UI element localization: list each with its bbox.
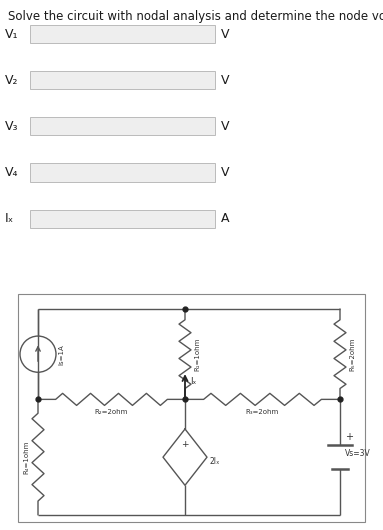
- Text: V: V: [221, 120, 229, 133]
- Text: V: V: [221, 166, 229, 179]
- Bar: [30, 210, 215, 228]
- Text: Vs=3V: Vs=3V: [345, 448, 371, 457]
- Text: 2Iₓ: 2Iₓ: [210, 457, 220, 466]
- Text: Solve the circuit with nodal analysis and determine the node voltages and Iₓ.: Solve the circuit with nodal analysis an…: [8, 10, 383, 23]
- Bar: [30, 117, 215, 135]
- Text: V₁: V₁: [5, 28, 18, 41]
- Text: Iₓ: Iₓ: [5, 212, 14, 225]
- Text: R₂=2ohm: R₂=2ohm: [95, 409, 128, 416]
- Text: V: V: [221, 74, 229, 87]
- Text: A: A: [221, 212, 229, 225]
- Bar: [30, 25, 215, 43]
- Text: R₁=1ohm: R₁=1ohm: [194, 338, 200, 371]
- Text: V: V: [221, 28, 229, 41]
- Bar: [30, 71, 215, 89]
- Text: Is=1A: Is=1A: [58, 344, 64, 365]
- Text: V₄: V₄: [5, 166, 18, 179]
- Text: R₃=2ohm: R₃=2ohm: [246, 409, 279, 416]
- Text: R₅=2ohm: R₅=2ohm: [349, 338, 355, 371]
- Text: +: +: [181, 440, 189, 449]
- Text: R₄=1ohm: R₄=1ohm: [23, 440, 29, 474]
- Text: +: +: [345, 432, 353, 442]
- Text: V₂: V₂: [5, 74, 18, 87]
- Text: V₃: V₃: [5, 120, 18, 133]
- Bar: [30, 163, 215, 182]
- Text: Iₓ: Iₓ: [190, 377, 196, 386]
